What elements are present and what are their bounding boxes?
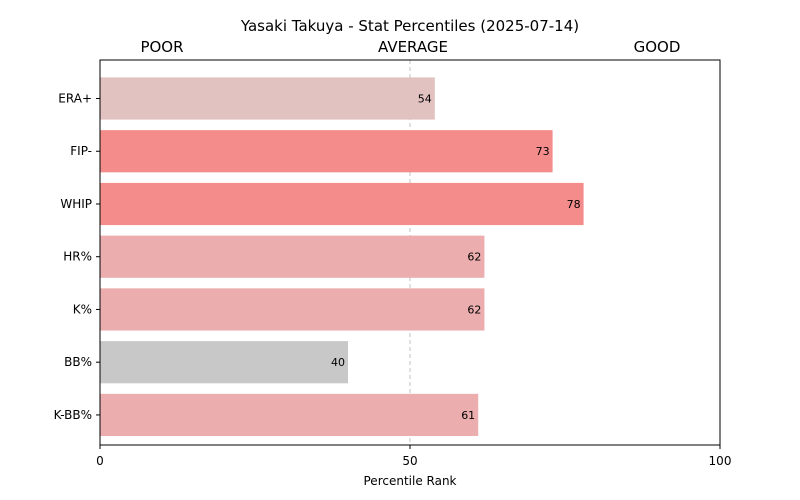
bar <box>100 235 485 278</box>
category-label: WHIP <box>60 197 92 211</box>
value-label: 73 <box>536 145 550 158</box>
category-label: K-BB% <box>54 408 92 422</box>
chart-title: Yasaki Takuya - Stat Percentiles (2025-0… <box>240 17 579 35</box>
band-label: POOR <box>140 38 183 56</box>
x-tick-label: 50 <box>402 454 417 468</box>
category-label: FIP- <box>70 144 92 158</box>
value-label: 61 <box>461 409 475 422</box>
x-tick-label: 100 <box>709 454 732 468</box>
bar <box>100 288 485 331</box>
bar <box>100 182 584 226</box>
value-label: 62 <box>467 303 481 316</box>
category-label: BB% <box>64 355 92 369</box>
value-label: 40 <box>331 356 345 369</box>
value-label: 78 <box>567 198 581 211</box>
band-label: GOOD <box>634 38 681 56</box>
bar <box>100 130 553 173</box>
bar <box>100 341 348 384</box>
category-label: K% <box>73 302 92 316</box>
value-label: 62 <box>467 251 481 264</box>
bar <box>100 393 479 437</box>
value-label: 54 <box>418 93 432 106</box>
x-axis-label: Percentile Rank <box>364 474 457 488</box>
bar <box>100 77 435 120</box>
category-label: HR% <box>63 250 92 264</box>
x-tick-label: 0 <box>96 454 104 468</box>
category-label: ERA+ <box>58 92 92 106</box>
band-label: AVERAGE <box>378 38 448 56</box>
